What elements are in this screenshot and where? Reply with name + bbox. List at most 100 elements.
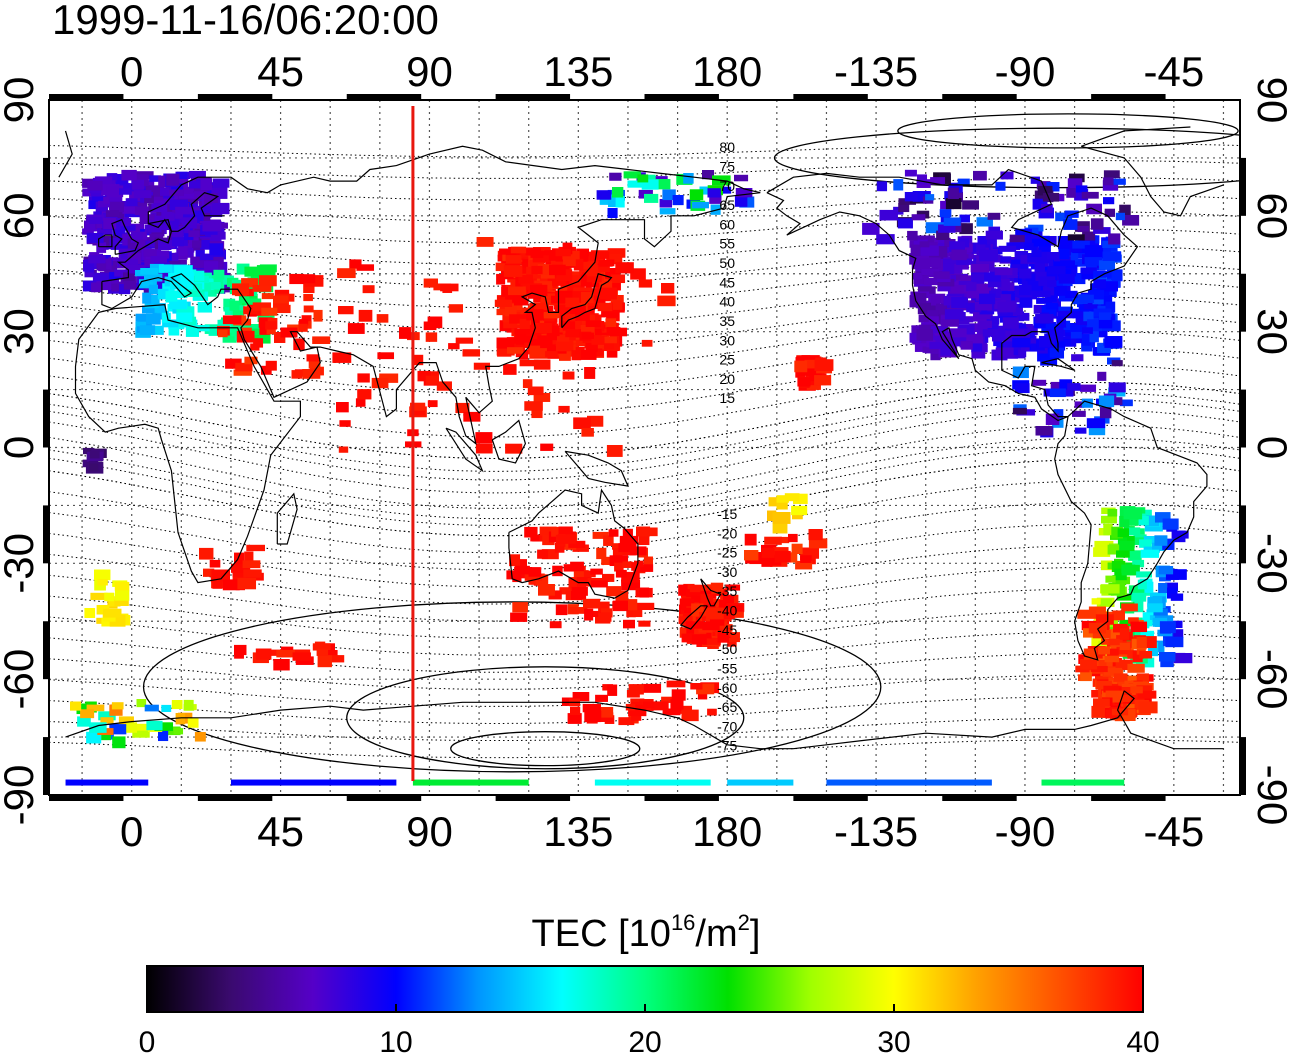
tec-pixel-namerica — [1082, 327, 1093, 334]
tec-pixel-siberia — [612, 187, 624, 198]
tec-pixel-australia — [628, 599, 638, 611]
tec-pixel-samerica — [1107, 544, 1125, 555]
tec-pixel-namerica — [979, 249, 998, 262]
tec-pixel-namerica — [937, 284, 951, 292]
colorbar-label-exp: 16 — [671, 910, 695, 935]
tec-pixel-asia-scatter — [530, 250, 544, 258]
coastline-nz_n — [700, 578, 722, 607]
tec-pixel-australia — [601, 556, 612, 565]
tec-pixel-europe-south — [142, 279, 153, 287]
frame-bar-right — [1240, 273, 1246, 332]
tec-pixel-namerica — [951, 337, 967, 346]
tec-pixel-nz — [723, 594, 734, 604]
contour-label: 30 — [719, 332, 735, 348]
tec-pixel-europe — [166, 173, 180, 186]
tec-pixel-drake — [1136, 685, 1152, 696]
tec-pixel-namerica — [914, 341, 929, 352]
tec-pixel-europe — [155, 223, 172, 231]
tec-pixel-siberia — [644, 193, 659, 203]
tec-pixel-asia-scatter — [338, 306, 354, 315]
colorbar-ticks: 0 10 20 30 40 — [139, 1004, 1160, 1059]
tec-pixel-canada — [1030, 176, 1040, 184]
tec-pixel-caribbean — [1074, 427, 1087, 434]
tec-pixel-asia-east — [554, 327, 568, 337]
tec-pixel-nz — [719, 600, 729, 609]
top-lon-tick: 135 — [543, 48, 613, 95]
tec-pixel-europe — [87, 181, 103, 191]
tec-pixel-antarctic-coast — [161, 704, 172, 712]
mlat-contour — [49, 459, 1240, 537]
tec-pixel-europe — [189, 234, 199, 245]
tec-pixel-namerica — [960, 341, 973, 350]
tec-pixel-samerica — [1119, 540, 1135, 552]
tec-pixel-namerica — [1032, 290, 1051, 298]
mlat-contour — [49, 177, 1240, 201]
tec-pixel-namerica — [1019, 284, 1032, 296]
tec-pixel-asia-scatter — [586, 274, 602, 283]
tec-pixel-namerica — [1100, 281, 1118, 292]
tec-pixel-namerica — [965, 333, 984, 344]
mlat-contour — [49, 674, 1240, 707]
tec-pixel-asia-scatter — [332, 352, 352, 363]
tec-pixel-australia — [572, 544, 589, 552]
right-lat-tick: -60 — [1249, 649, 1292, 710]
tec-pixel-samerica — [1139, 539, 1152, 548]
frame-bar-top — [793, 94, 868, 100]
tec-pixel-namerica — [1039, 336, 1055, 348]
tec-pixel-namerica — [1057, 310, 1075, 319]
tec-pixel-samerica — [1148, 647, 1159, 657]
bottom-lon-tick: 180 — [692, 808, 762, 855]
frame-bar-bottom — [1091, 795, 1166, 801]
tec-pixel-asia-east — [601, 308, 620, 318]
tec-pixel-canada — [1075, 185, 1088, 193]
tec-pixel-mideast — [252, 302, 272, 311]
tec-pixel-europe — [200, 179, 212, 191]
tec-pixel-asia-scatter — [587, 267, 599, 277]
right-lat-tick: 60 — [1249, 192, 1292, 239]
tec-pixel-canada — [876, 181, 888, 192]
tec-pixel-namerica — [917, 302, 936, 315]
tec-pixel-canada — [938, 224, 956, 233]
tec-pixel-europe — [132, 179, 145, 190]
frame-bar-right — [1240, 505, 1246, 564]
tec-pixel-namerica — [1058, 273, 1075, 284]
tec-pixel-asia-scatter — [476, 237, 494, 247]
tec-pixel-namerica — [956, 258, 973, 265]
tec-pixel-canada — [939, 209, 952, 218]
tec-pixel-europe-south — [257, 312, 275, 323]
tec-pixel-s-pacific — [795, 560, 813, 570]
tec-pixel-asia-east — [531, 265, 543, 275]
tec-pixel-samerica — [1165, 582, 1179, 592]
tec-pixel-europe — [84, 270, 94, 278]
tec-pixel-caribbean — [1099, 407, 1112, 419]
tec-pixel-europe — [84, 220, 96, 232]
colorbar-tick-label: 10 — [379, 1026, 412, 1057]
tec-pixel-mideast — [261, 293, 274, 300]
left-lat-tick: 60 — [0, 192, 42, 239]
coastline-antarctica — [65, 690, 1224, 750]
tec-pixel-samerica — [1165, 636, 1184, 648]
tec-pixel-samerica — [1162, 538, 1175, 550]
tec-pixel-siberia — [689, 189, 704, 201]
tec-pixel-asia-scatter — [455, 402, 470, 414]
tec-pixel-namerica — [936, 303, 947, 315]
frame-bar-bottom — [49, 795, 124, 801]
tec-pixel-mideast — [308, 357, 321, 369]
tec-pixel-europe — [211, 202, 230, 215]
tec-pixel-samerica — [1152, 542, 1166, 551]
tec-pixel-asia-east — [529, 339, 541, 346]
tec-pixel-southern-ocean — [584, 710, 602, 723]
tec-pixel-argentina — [1113, 673, 1128, 682]
tec-pixel-antarctic-n — [316, 648, 329, 656]
frame-bar-left — [43, 389, 49, 448]
tec-pixel-africa-s — [242, 560, 261, 569]
contour-label: 15 — [719, 390, 735, 406]
right-lat-tick: -90 — [1249, 765, 1292, 826]
tec-pixel-namerica — [1017, 312, 1030, 321]
tec-pixel-asia-east — [574, 255, 589, 262]
tec-pixel-southern-ocean — [572, 692, 590, 702]
tec-pixel-namerica — [952, 263, 963, 274]
tec-pixel-europe — [109, 194, 123, 206]
tec-pixel-asia-east — [547, 325, 560, 337]
tec-pixel-canada — [973, 170, 987, 181]
